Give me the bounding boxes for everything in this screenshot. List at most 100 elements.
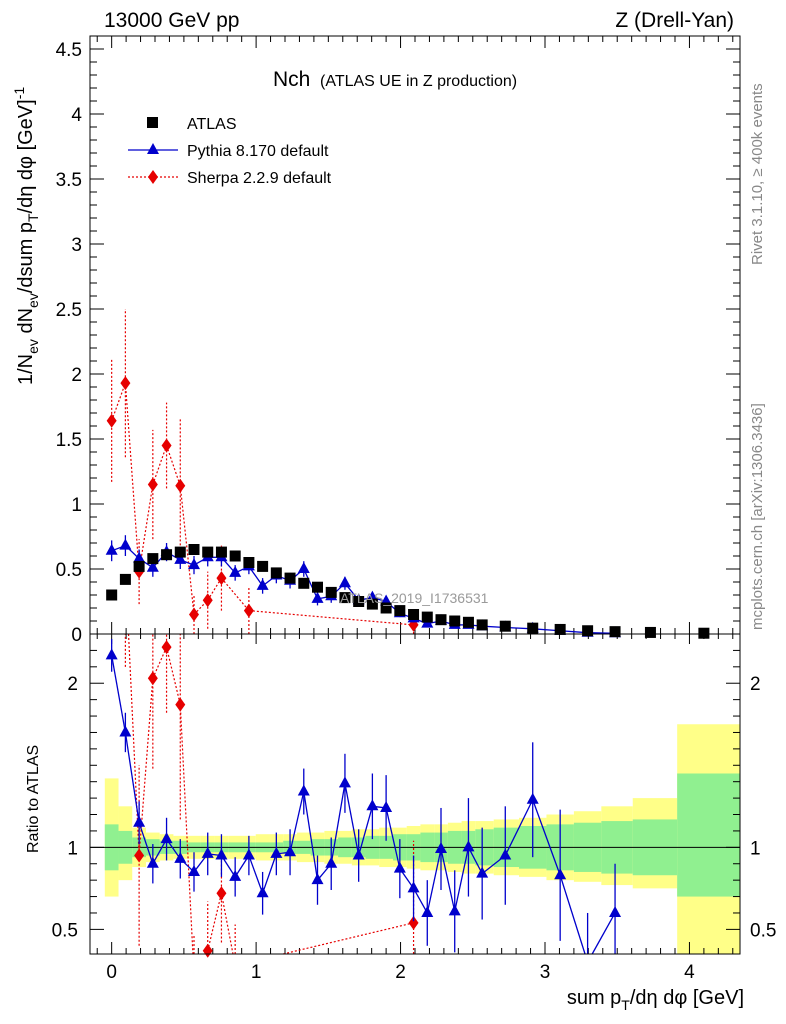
sherpa-line-segment xyxy=(124,383,140,572)
y-tick-label: 4.5 xyxy=(56,40,82,61)
sherpa-point xyxy=(106,413,117,428)
atlas-point xyxy=(353,596,365,607)
atlas-point xyxy=(366,598,378,610)
pythia-ratio-line-segment xyxy=(454,847,470,912)
atlas-point xyxy=(312,581,323,593)
atlas-point xyxy=(380,602,392,614)
sherpa-ratio-point xyxy=(147,671,158,686)
pythia-ratio-point xyxy=(421,905,434,917)
sherpa-ratio-line-segment xyxy=(165,646,181,705)
y-tick-label: 3.5 xyxy=(56,170,82,191)
sherpa-ratio-line-segment xyxy=(220,893,234,955)
pythia-ratio-line-segment xyxy=(111,655,127,733)
atlas-point xyxy=(421,611,433,623)
pythia-ratio-point xyxy=(338,776,351,788)
x-tick-label: 1 xyxy=(251,962,262,983)
sherpa-point xyxy=(216,571,227,586)
atlas-point xyxy=(554,623,566,635)
atlas-point xyxy=(284,572,296,584)
legend-sherpa-label: Sherpa 2.2.9 default xyxy=(187,170,332,187)
pythia-ratio-point xyxy=(256,886,269,898)
ratio-y-tick-label-right: 2 xyxy=(750,674,761,695)
plot-title: Nch xyxy=(273,68,310,91)
legend: ATLAS Pythia 8.170 default Sherpa 2.2.9 … xyxy=(128,116,332,187)
pythia-ratio-line-segment xyxy=(152,838,168,865)
pythia-point xyxy=(105,543,118,555)
pythia-ratio-point xyxy=(119,725,132,737)
sherpa-point xyxy=(202,593,213,608)
pythia-ratio-point xyxy=(229,869,242,881)
pythia-ratio-point xyxy=(297,784,310,796)
mcplots-label: mcplots.cern.ch [arXiv:1306.3436] xyxy=(749,403,766,630)
atlas-point xyxy=(527,622,539,634)
ratio-y-tick-label-right: 1 xyxy=(750,838,761,859)
pythia-ratio-line-segment xyxy=(289,791,305,853)
pythia-ratio-line-segment xyxy=(426,848,442,914)
y-axis-title: 1/Nev dNev/dsum pT/dη dφ [GeV]-1 xyxy=(11,87,41,385)
pythia-ratio-point xyxy=(325,856,338,868)
pythia-point xyxy=(174,552,187,564)
x-tick-label: 2 xyxy=(395,962,406,983)
atlas-point xyxy=(325,586,337,598)
sherpa-point xyxy=(243,603,254,618)
legend-pythia-label: Pythia 8.170 default xyxy=(187,143,329,160)
atlas-point xyxy=(257,560,269,572)
sherpa-line-segment xyxy=(152,445,168,485)
atlas-point xyxy=(394,605,406,617)
pythia-ratio-point xyxy=(188,864,200,876)
pythia-ratio-line-segment xyxy=(385,807,401,869)
x-tick-label: 0 xyxy=(106,962,117,983)
sherpa-line-segment xyxy=(138,484,154,572)
pythia-ratio-line-segment xyxy=(532,799,561,876)
y-tick-label: 0 xyxy=(71,625,82,646)
atlas-point xyxy=(476,619,488,631)
sherpa-point xyxy=(147,477,158,492)
sherpa-line-segment xyxy=(111,382,126,422)
main-panel: 0 0.5 1 1.5 2 2.5 3 3.5 4 4.5 xyxy=(56,35,740,646)
atlas-point xyxy=(408,609,420,620)
atlas-point xyxy=(435,614,447,626)
sherpa-line-segment xyxy=(165,445,181,486)
sherpa-ratio-point xyxy=(134,848,145,863)
pythia-point xyxy=(338,576,351,588)
pythia-ratio-point xyxy=(215,848,228,860)
pythia-ratio-line-segment xyxy=(440,848,456,912)
atlas-point xyxy=(174,546,186,558)
sherpa-point xyxy=(175,478,186,493)
atlas-point xyxy=(243,557,255,568)
pythia-ratio-line-segment xyxy=(344,783,360,856)
atlas-point xyxy=(161,549,173,561)
pythia-ratio-point xyxy=(407,881,420,893)
atlas-point xyxy=(462,616,474,628)
pythia-ratio-point xyxy=(284,845,297,857)
beam-label: 13000 GeV pp xyxy=(104,9,239,32)
y-tick-label: 2 xyxy=(71,365,82,386)
legend-atlas-marker xyxy=(147,117,158,128)
y-tick-label: 1 xyxy=(71,495,82,516)
process-label: Z (Drell-Yan) xyxy=(615,9,734,32)
ratio-band-stat xyxy=(677,773,740,897)
ratio-y-axis-title: Ratio to ATLAS xyxy=(25,745,42,853)
y-tick-label: 3 xyxy=(71,235,82,256)
pythia-ratio-line-segment xyxy=(504,799,534,856)
atlas-point xyxy=(644,626,656,638)
sherpa-ratio-point xyxy=(408,915,419,930)
pythia-ratio-line-segment xyxy=(303,791,319,881)
atlas-point xyxy=(106,589,118,601)
pythia-ratio-point xyxy=(448,904,461,916)
atlas-point xyxy=(188,544,200,555)
atlas-point xyxy=(119,573,131,585)
x-tick-label: 4 xyxy=(684,962,695,983)
pythia-line-segment xyxy=(303,568,319,600)
pythia-ratio-point xyxy=(366,799,379,811)
pythia-ratio-point xyxy=(174,851,187,863)
pythia-point xyxy=(256,578,269,590)
pythia-ratio-point xyxy=(311,873,324,885)
y-tick-label: 4 xyxy=(71,105,82,126)
pythia-ratio-point xyxy=(242,848,255,860)
atlas-point xyxy=(298,577,310,589)
atlas-point xyxy=(339,592,351,604)
pythia-ratio-point xyxy=(105,648,118,660)
pythia-point xyxy=(133,551,146,563)
atlas-point xyxy=(609,626,621,638)
